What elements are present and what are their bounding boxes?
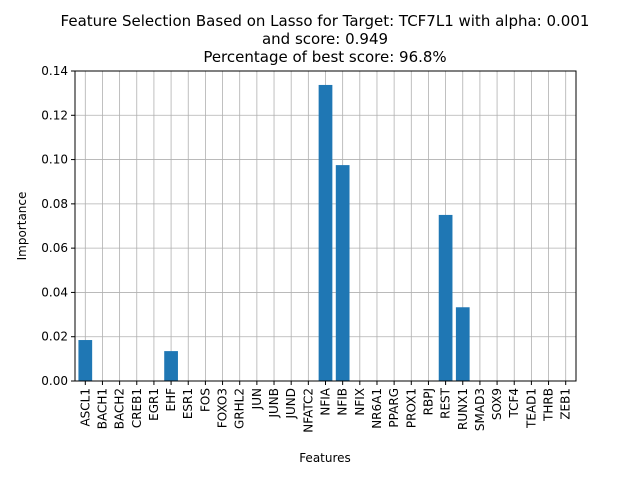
y-tick-label: 0.02 bbox=[41, 330, 68, 344]
x-tick-label: BACH1 bbox=[95, 388, 109, 429]
bar bbox=[335, 165, 350, 381]
bar bbox=[164, 351, 178, 381]
x-tick-label: RUNX1 bbox=[456, 388, 470, 430]
x-tick-label: PPARG bbox=[387, 388, 401, 428]
y-tick-label: 0.10 bbox=[41, 153, 68, 167]
bar bbox=[318, 84, 333, 381]
y-tick-label: 0.08 bbox=[41, 197, 68, 211]
x-axis-label: Features bbox=[299, 451, 351, 465]
x-tick-label: NFATC2 bbox=[301, 388, 315, 433]
x-tick-label: TCF4 bbox=[507, 388, 521, 419]
x-tick-label: ZEB1 bbox=[559, 388, 573, 420]
bar bbox=[78, 340, 93, 381]
y-tick-label: 0.06 bbox=[41, 241, 68, 255]
x-tick-label: GRHL2 bbox=[233, 388, 247, 429]
x-tick-label: BACH2 bbox=[113, 388, 127, 429]
y-tick-label: 0.00 bbox=[41, 374, 68, 388]
x-tick-label: CREB1 bbox=[130, 388, 144, 428]
x-tick-label: JUND bbox=[284, 388, 298, 420]
x-tick-label: REST bbox=[439, 387, 453, 419]
y-axis-label: Importance bbox=[15, 192, 29, 261]
chart-title-line-2: and score: 0.949 bbox=[262, 30, 388, 48]
x-tick-label: THRB bbox=[542, 388, 556, 422]
x-tick-label: FOS bbox=[198, 388, 212, 412]
y-tick-label: 0.12 bbox=[41, 108, 68, 122]
x-tick-label: ASCL1 bbox=[78, 388, 92, 427]
x-tick-label: SOX9 bbox=[490, 388, 504, 420]
y-tick-label: 0.14 bbox=[41, 64, 68, 78]
x-tick-label: NFIA bbox=[319, 387, 333, 415]
chart-title-line-3: Percentage of best score: 96.8% bbox=[203, 48, 446, 66]
x-tick-label: NR6A1 bbox=[370, 388, 384, 429]
x-tick-label: EHF bbox=[164, 388, 178, 412]
x-tick-label: FOXO3 bbox=[216, 388, 230, 428]
x-tick-label: JUNB bbox=[267, 388, 281, 419]
x-tick-label: NFIB bbox=[336, 388, 350, 416]
chart-title-line-1: Feature Selection Based on Lasso for Tar… bbox=[61, 12, 590, 30]
x-tick-label: PROX1 bbox=[404, 388, 418, 428]
x-tick-label: ESR1 bbox=[181, 388, 195, 419]
bars bbox=[78, 84, 470, 381]
x-tick-label: EGR1 bbox=[147, 388, 161, 421]
x-tick-label: TEAD1 bbox=[524, 388, 538, 429]
bar bbox=[455, 307, 470, 381]
x-tick-label: NFIX bbox=[353, 388, 367, 416]
x-tick-label: RBPJ bbox=[421, 388, 435, 415]
x-tick-label: JUN bbox=[250, 388, 264, 410]
y-tick-label: 0.04 bbox=[41, 285, 68, 299]
bar bbox=[438, 214, 453, 381]
x-tick-label: SMAD3 bbox=[473, 388, 487, 431]
